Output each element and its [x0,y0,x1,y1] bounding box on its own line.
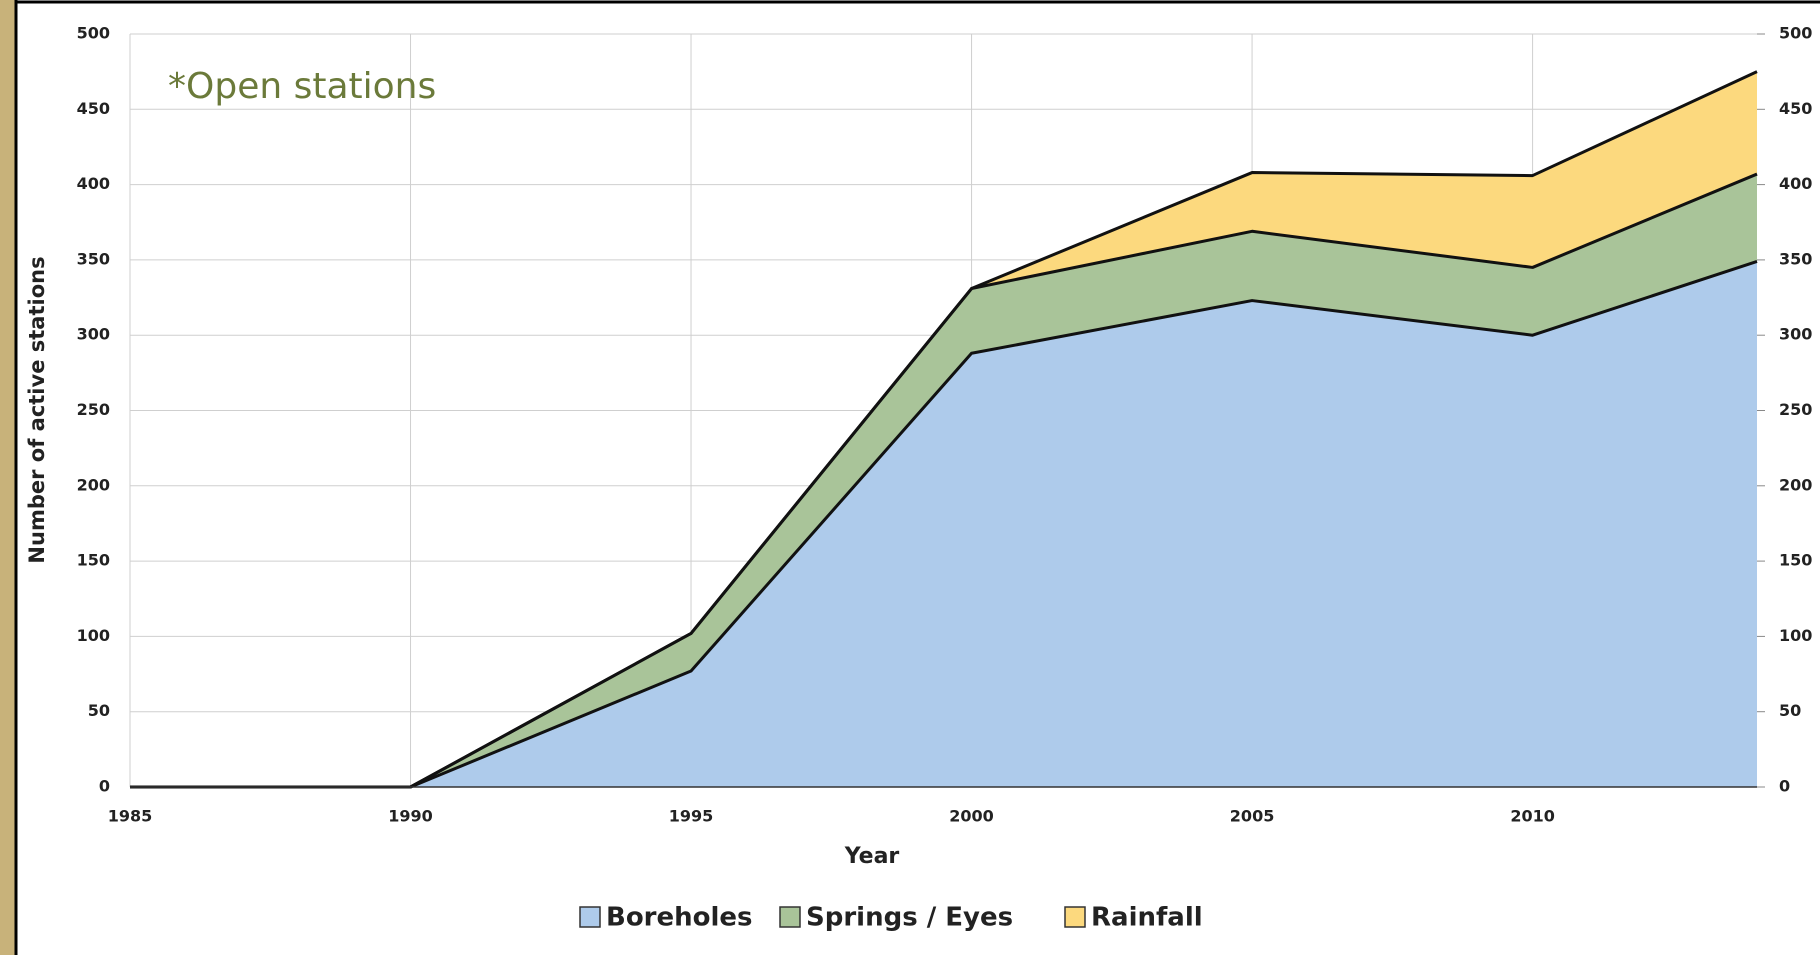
y2-tick-label: 450 [1779,99,1812,118]
y2-tick-label: 50 [1779,701,1801,720]
y2-tick-label: 150 [1779,551,1812,570]
y-tick-label: 150 [77,551,110,570]
annotation: *Open stations [168,66,436,107]
x-tick-label: 1990 [388,807,433,826]
y2-tick-label: 400 [1779,174,1812,193]
legend-label: Rainfall [1091,903,1203,933]
y2-tick-label: 500 [1779,24,1812,43]
legend: Boreholes Springs / Eyes Rainfall [579,903,1203,933]
y-tick-label: 500 [77,24,110,43]
y-tick-label: 250 [77,400,110,419]
x-tick-label: 1985 [108,807,153,826]
y2-tick-label: 250 [1779,400,1812,419]
legend-swatch [779,906,801,928]
legend-swatch [579,906,601,928]
labels: 0 50 100 150 200 250 300 350 400 450 500 0 50 100 150 2… [77,24,1813,826]
y2-tick-label: 350 [1779,249,1812,268]
areas [130,70,1758,789]
y-tick-label: 0 [99,777,110,796]
y-tick-label: 400 [77,174,110,193]
y2-tick-label: 0 [1779,777,1790,796]
y-axis-label: Number of active stations [25,256,49,563]
x-tick-label: 2000 [949,807,994,826]
y2-tick-label: 300 [1779,325,1812,344]
y-tick-label: 100 [77,626,110,645]
x-tick-label: 2005 [1230,807,1275,826]
y-tick-label: 450 [77,99,110,118]
legend-label: Boreholes [606,903,753,933]
y2-tick-label: 200 [1779,475,1812,494]
y-tick-label: 300 [77,325,110,344]
x-tick-label: 1995 [669,807,714,826]
x-axis-label: Year [844,844,900,869]
y-tick-label: 50 [88,701,110,720]
y-tick-label: 350 [77,249,110,268]
legend-label: Springs / Eyes [806,903,1013,933]
legend-swatch [1064,906,1086,928]
area [130,261,1757,787]
y-tick-label: 200 [77,475,110,494]
x-tick-label: 2010 [1510,807,1555,826]
slide-edge [0,0,16,955]
y2-tick-label: 100 [1779,626,1812,645]
